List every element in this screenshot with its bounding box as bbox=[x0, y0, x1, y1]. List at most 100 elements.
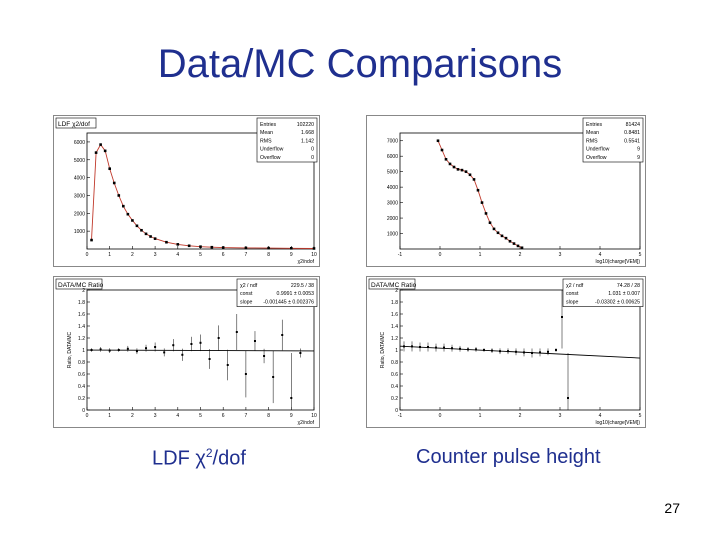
x-tick-label: 0 bbox=[86, 252, 89, 258]
data-point bbox=[475, 348, 477, 351]
y-tick-label: 6000 bbox=[74, 140, 85, 146]
data-point bbox=[163, 351, 166, 354]
stats-key: RMS bbox=[586, 138, 598, 144]
caption-pulse-height: Counter pulse height bbox=[416, 446, 601, 468]
data-point bbox=[90, 238, 93, 242]
stats-value: 102220 bbox=[297, 122, 314, 128]
data-point bbox=[456, 168, 460, 171]
y-tick-label: 4000 bbox=[74, 176, 85, 182]
stats-key: Entries bbox=[586, 122, 603, 128]
x-tick-label: 6 bbox=[222, 252, 225, 258]
data-point bbox=[144, 232, 148, 236]
data-point bbox=[451, 347, 453, 350]
x-tick-label: 4 bbox=[599, 252, 602, 258]
data-point bbox=[561, 316, 563, 318]
stats-key: slope bbox=[240, 299, 253, 305]
y-tick-label: 3000 bbox=[74, 193, 85, 199]
x-tick-label: 8 bbox=[267, 413, 270, 419]
x-tick-label: 10 bbox=[311, 413, 317, 419]
data-point bbox=[499, 350, 501, 353]
data-point bbox=[464, 170, 468, 173]
stats-key: Underflow bbox=[260, 147, 284, 153]
y-tick-label: 0.2 bbox=[78, 396, 85, 402]
stats-value: 0 bbox=[311, 155, 314, 161]
data-point bbox=[476, 188, 480, 192]
y-tick-label: 3000 bbox=[387, 201, 398, 207]
data-point bbox=[244, 246, 248, 250]
data-point bbox=[515, 350, 517, 353]
data-point bbox=[472, 178, 476, 181]
y-axis-label: Ratio, DATA/MC bbox=[67, 332, 73, 369]
x-tick-label: -1 bbox=[398, 413, 403, 419]
stats-box bbox=[562, 278, 644, 307]
data-point bbox=[440, 148, 444, 152]
y-tick-label: 0.4 bbox=[78, 384, 85, 390]
data-point bbox=[508, 239, 512, 243]
data-point bbox=[210, 245, 214, 249]
y-axis-label: Ratio, DATA/MC bbox=[380, 332, 386, 369]
data-point bbox=[172, 344, 175, 347]
data-point bbox=[199, 341, 202, 344]
data-point bbox=[235, 331, 238, 333]
data-point bbox=[217, 337, 220, 339]
x-axis-label: χ2/ndof bbox=[297, 259, 314, 265]
data-point bbox=[122, 204, 125, 208]
data-point bbox=[181, 353, 184, 356]
panel-pulse-histogram: -1 0 1 2 3 4 5 log10(charge[VEM]) 1000 2000 3000 40… bbox=[366, 115, 646, 267]
data-point bbox=[507, 350, 509, 353]
x-tick-label: 0 bbox=[439, 252, 442, 258]
stats-key: const bbox=[240, 291, 253, 297]
data-point bbox=[539, 351, 541, 354]
stats-key: Mean bbox=[260, 130, 273, 136]
y-tick-label: 2 bbox=[82, 288, 85, 294]
data-point bbox=[290, 246, 293, 250]
data-point bbox=[484, 212, 488, 215]
x-axis-label: χ2/ndof bbox=[297, 420, 314, 426]
data-point bbox=[253, 340, 256, 342]
x-tick-label: 4 bbox=[599, 413, 602, 419]
stats-key: slope bbox=[566, 299, 579, 305]
data-point bbox=[99, 143, 102, 146]
x-tick-label: 10 bbox=[311, 252, 317, 258]
data-point bbox=[263, 355, 266, 357]
data-point bbox=[108, 349, 111, 352]
caption-ldf-sup: 2 bbox=[205, 446, 213, 460]
data-point bbox=[153, 237, 157, 240]
data-point bbox=[403, 345, 405, 348]
caption-ldf: LDF χ2/dof bbox=[152, 446, 246, 471]
y-tick-label: 2000 bbox=[387, 216, 398, 222]
pulse-ratio-chart: DATA/MC Ratio-1 0 1 2 3 4 5log10(charge[VEM])0… bbox=[366, 276, 646, 428]
x-tick-label: 5 bbox=[639, 413, 642, 419]
stats-box bbox=[256, 117, 318, 163]
stats-box bbox=[582, 117, 644, 163]
panel-ldf-ratio: DATA/MC Ratio 0 1 2 3 4 5 6 7 8 9 10 χ2/ndof 0 0.2 0.4 0… bbox=[53, 276, 320, 428]
x-tick-label: 9 bbox=[290, 413, 293, 419]
chart-title: DATA/MC Ratio bbox=[371, 282, 417, 289]
caption-ldf-prefix: LDF χ bbox=[152, 447, 206, 470]
stats-value: 0.9991 ± 0.0053 bbox=[277, 291, 315, 297]
data-point bbox=[480, 201, 484, 204]
data-point bbox=[126, 347, 129, 350]
data-point bbox=[112, 181, 116, 185]
x-tick-label: 5 bbox=[199, 252, 202, 258]
data-point bbox=[126, 212, 130, 216]
stats-key: χ2 / ndf bbox=[240, 283, 258, 289]
stats-key: Overflow bbox=[586, 155, 607, 161]
data-point bbox=[555, 349, 557, 351]
data-point bbox=[117, 194, 121, 197]
stats-value: 1.668 bbox=[301, 130, 314, 136]
data-point bbox=[117, 349, 120, 351]
data-point bbox=[468, 173, 472, 177]
x-tick-label: 7 bbox=[245, 252, 248, 258]
y-tick-label: 1000 bbox=[74, 229, 85, 235]
data-point bbox=[483, 349, 485, 351]
y-tick-label: 0.8 bbox=[391, 360, 398, 366]
y-tick-label: 1 bbox=[82, 348, 85, 354]
stats-key: Entries bbox=[260, 122, 277, 128]
stats-key: Overflow bbox=[260, 155, 281, 161]
data-point bbox=[208, 358, 211, 360]
stats-key: RMS bbox=[260, 138, 272, 144]
stats-key: χ2 / ndf bbox=[566, 283, 584, 289]
